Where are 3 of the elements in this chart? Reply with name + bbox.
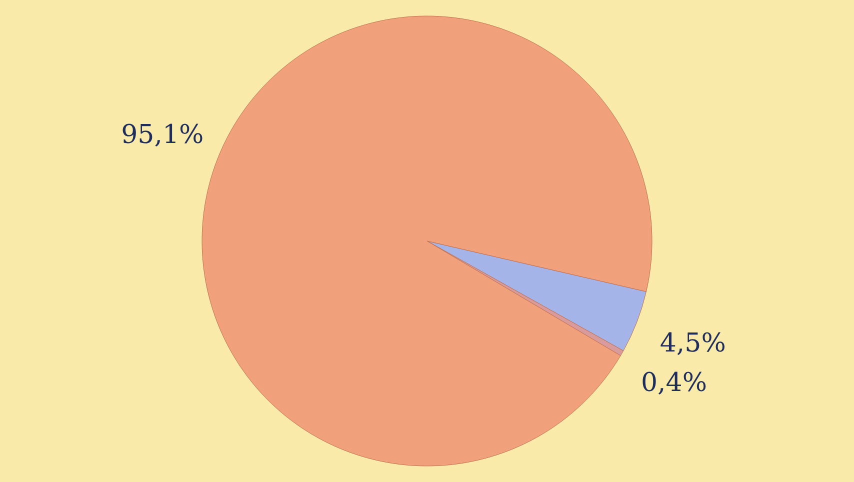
data-label: 0,4% xyxy=(640,368,708,398)
data-label: 4,5% xyxy=(660,328,726,359)
data-label: 95,1% xyxy=(121,120,204,150)
